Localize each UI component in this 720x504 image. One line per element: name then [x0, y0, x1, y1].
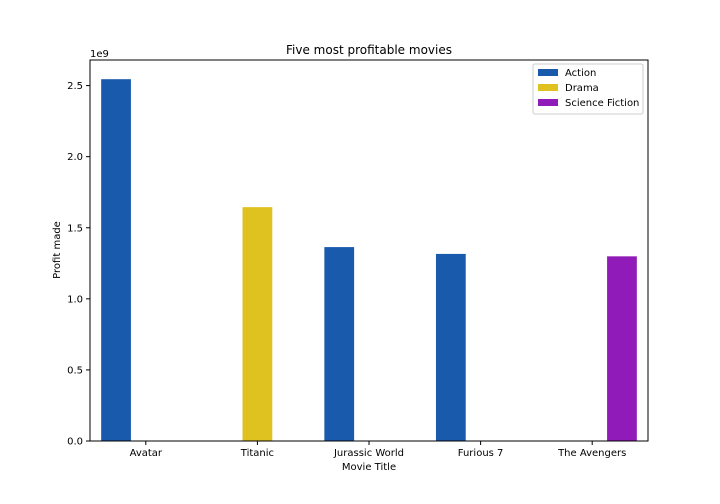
bar — [242, 207, 273, 441]
legend-swatch — [538, 84, 558, 91]
x-axis-label: Movie Title — [342, 462, 396, 473]
legend-box — [532, 63, 644, 115]
y-tick-label: 1.5 — [67, 223, 83, 234]
y-tick-label: 2.0 — [67, 152, 83, 163]
x-tick-label: Furious 7 — [458, 448, 504, 459]
axes-group: 0.0 0.5 1.0 1.5 2.0 2.5 Avatar Titanic Jurassic … — [67, 59, 649, 459]
chart-title: Five most profitable movies — [286, 43, 452, 57]
y-tick-label: 0.0 — [67, 437, 83, 448]
legend-swatch — [538, 99, 558, 106]
legend-swatch — [538, 69, 558, 76]
bar — [435, 253, 466, 441]
y-axis-label: Profit made — [52, 221, 63, 279]
y-tick-label: 1.0 — [67, 294, 83, 305]
x-tick-label: The Avengers — [557, 448, 626, 459]
legend-label: Science Fiction — [565, 98, 639, 109]
y-multiplier-label: 1e9 — [90, 49, 109, 60]
bars-group — [101, 79, 637, 441]
plot-frame — [89, 59, 649, 442]
legend-label: Action — [565, 68, 596, 79]
x-tick-label: Jurassic World — [333, 448, 404, 459]
y-tick-label: 0.5 — [67, 365, 83, 376]
x-tick-label: Titanic — [240, 448, 274, 459]
legend: Action Drama Science Fiction — [532, 63, 644, 115]
bar — [101, 79, 131, 441]
bar — [607, 256, 637, 441]
x-tick-label: Avatar — [130, 448, 163, 459]
legend-label: Drama — [565, 83, 599, 94]
bar — [324, 247, 355, 441]
y-tick-label: 2.5 — [67, 81, 83, 92]
